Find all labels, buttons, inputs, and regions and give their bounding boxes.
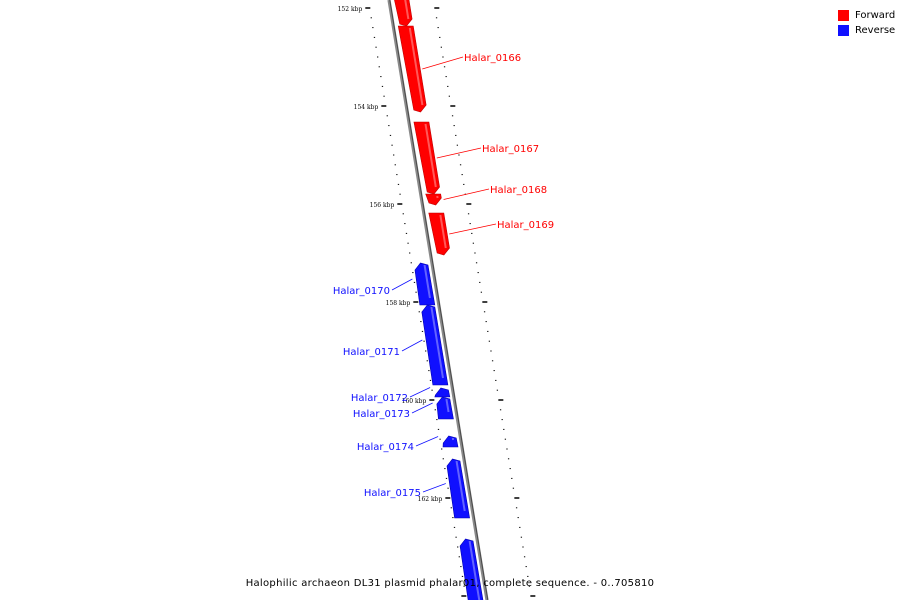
gene-highlight	[439, 214, 447, 249]
label-leader	[422, 56, 464, 70]
gene-label: Halar_0172	[351, 393, 408, 404]
label-leader	[401, 339, 423, 352]
gene-label: Halar_0168	[490, 185, 547, 196]
gene-label: Halar_0166	[464, 53, 521, 64]
halar-0171-gene[interactable]	[421, 304, 449, 386]
scale-label: 160 kbp	[402, 398, 427, 405]
gene-highlight	[424, 123, 437, 188]
sequence-backbone	[387, 0, 489, 600]
gene-label: Halar_0169	[497, 220, 554, 231]
scale-label: 158 kbp	[386, 300, 411, 307]
sequence-backbone-edge	[389, 0, 489, 600]
scale-label: 156 kbp	[370, 202, 395, 209]
legend-reverse-label: Reverse	[855, 25, 896, 36]
halar-0168-gene[interactable]	[425, 193, 442, 206]
legend-forward: Forward	[838, 8, 895, 23]
legend-reverse: Reverse	[838, 23, 895, 38]
gene-label: Halar_0167	[482, 144, 539, 155]
map-caption: Halophilic archaeon DL31 plasmid phalar0…	[245, 578, 655, 589]
gene-label: Halar_0171	[343, 347, 400, 358]
halar-0167-gene[interactable]	[413, 121, 440, 195]
legend: Forward Reverse	[838, 8, 895, 38]
gene-features	[393, 0, 485, 600]
label-leader	[436, 147, 482, 159]
label-leader	[449, 223, 497, 235]
partial-forward-gene[interactable]	[393, 0, 413, 27]
halar-0166-gene[interactable]	[397, 25, 427, 113]
gene-label: Halar_0173	[353, 409, 410, 420]
gene-label: Halar_0174	[357, 442, 414, 453]
gene-label: Halar_0175	[364, 488, 421, 499]
scale-label: 162 kbp	[418, 496, 443, 503]
tick-marks: 152 kbp 154 kbp 156 kbp 158 kbp 160 kbp 162 k…	[338, 6, 536, 597]
forward-swatch	[838, 10, 849, 21]
halar-0169-gene[interactable]	[428, 212, 450, 256]
gene-highlight	[408, 27, 424, 106]
gene-highlight	[404, 0, 410, 20]
gene-highlight	[468, 540, 481, 600]
halar-0172-gene[interactable]	[434, 387, 451, 398]
halar-0174-gene[interactable]	[442, 435, 459, 448]
reverse-swatch	[838, 25, 849, 36]
gene-labels: Halar_0166 Halar_0167 Halar_0168 Halar_0169…	[333, 53, 554, 499]
gene-label: Halar_0170	[333, 286, 390, 297]
label-leader	[443, 188, 490, 200]
gene-highlight	[455, 460, 466, 512]
halar-0170-gene[interactable]	[414, 262, 436, 306]
gene-highlight	[430, 306, 444, 379]
halar-0173-gene[interactable]	[436, 396, 454, 420]
label-leader	[391, 278, 413, 291]
label-leader	[411, 402, 433, 414]
scale-label: 152 kbp	[338, 6, 363, 13]
label-leader	[415, 436, 439, 447]
label-leader	[409, 387, 431, 398]
label-leader	[422, 483, 446, 493]
legend-forward-label: Forward	[855, 10, 896, 21]
partial-reverse-gene[interactable]	[459, 538, 485, 600]
gene-highlight	[423, 264, 431, 299]
scale-label: 154 kbp	[354, 104, 379, 111]
gene-highlight	[445, 398, 450, 413]
halar-0175-gene[interactable]	[446, 458, 470, 519]
